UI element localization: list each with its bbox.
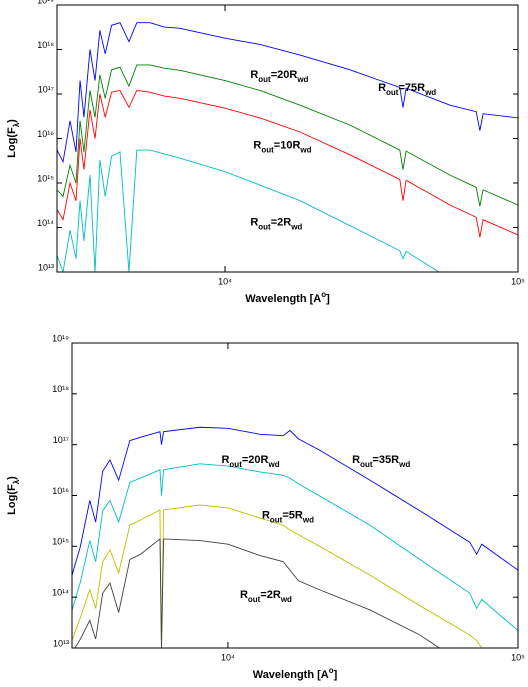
spectrum-line	[72, 426, 518, 576]
y-axis-label-part: Log(F	[6, 484, 18, 515]
y-tick-label: 10¹⁸	[37, 40, 54, 50]
x-axis-label-part: ]	[326, 293, 330, 305]
spectrum-line	[57, 22, 518, 164]
annotation-part: =20R	[242, 454, 269, 466]
y-axis-label: Log(Fλ)	[6, 476, 21, 515]
annotation-part: wd	[267, 460, 279, 469]
annotation-part: =10R	[274, 139, 301, 151]
x-axis-label-part: Wavelength [A	[245, 293, 321, 305]
y-tick-label: 10¹⁸	[52, 384, 69, 394]
y-axis-label-part: λ	[12, 479, 21, 484]
annotation-part: R	[250, 69, 258, 81]
spectrum-line	[57, 64, 518, 207]
plot-frame	[71, 342, 519, 649]
x-axis-label-part: Wavelength [A	[253, 669, 329, 681]
x-axis-label: Wavelength [Ao]	[253, 666, 338, 681]
x-axis-label-part: o	[321, 290, 326, 299]
annotation-part: =5R	[282, 510, 303, 522]
spectrum-line	[72, 504, 483, 648]
annotation-part: R	[240, 589, 248, 601]
x-tick-label: 10⁵	[511, 652, 525, 662]
annotation-part: R	[250, 216, 258, 228]
annotation-part: out	[386, 88, 399, 97]
spectrum-line	[74, 537, 441, 648]
annotation-part: out	[261, 145, 274, 154]
annotation-part: R	[221, 454, 229, 466]
panel: 10¹³ 10¹⁴ 10¹⁵ 10¹⁶ 10¹⁷ 10¹⁸ 10¹⁹ 10⁴ 10⁵ Wavele…	[6, 0, 525, 305]
y-tick-label: 10¹⁹	[37, 0, 54, 5]
annotation-part: out	[229, 460, 242, 469]
annotation: Rout=75Rwd	[378, 82, 436, 97]
annotation-part: wd	[302, 515, 314, 524]
y-axis-label-part: λ	[12, 122, 21, 127]
annotation-part: wd	[296, 74, 308, 83]
panel: 10¹³ 10¹⁴ 10¹⁵ 10¹⁶ 10¹⁷ 10¹⁸ 10¹⁹ 10⁴ 10⁵ Wavele…	[6, 333, 525, 681]
annotation: Rout=2Rwd	[240, 589, 292, 604]
x-tick-label: 10⁴	[221, 652, 235, 662]
y-tick-label: 10¹³	[38, 262, 54, 272]
x-tick-label: 10⁴	[218, 276, 232, 286]
y-tick-label: 10¹⁴	[37, 218, 54, 228]
x-tick-label: 10⁵	[511, 276, 525, 286]
y-tick-label: 10¹⁶	[37, 129, 54, 139]
annotation-part: wd	[398, 460, 410, 469]
y-tick-label: 10¹³	[53, 638, 69, 648]
annotation-part: wd	[280, 595, 292, 604]
annotation: Rout=5Rwd	[262, 510, 314, 525]
annotation: Rout=2Rwd	[250, 216, 302, 231]
annotation-part: =2R	[271, 216, 292, 228]
annotation-part: =35R	[373, 454, 400, 466]
y-tick-label: 10¹⁷	[53, 435, 69, 445]
annotation-part: out	[258, 74, 271, 83]
x-axis-label-part: o	[329, 666, 334, 675]
annotation-part: R	[253, 139, 261, 151]
x-axis-label-part: ]	[334, 669, 338, 681]
annotation: Rout=20Rwd	[250, 69, 308, 84]
y-axis-label-part: Log(F	[6, 127, 18, 158]
annotation: Rout=35Rwd	[352, 454, 410, 469]
spectrum-line	[57, 149, 440, 272]
y-axis-label: Log(Fλ)	[6, 119, 21, 158]
annotation-part: out	[270, 515, 283, 524]
y-axis-label-part: )	[6, 476, 18, 480]
annotation-part: out	[258, 222, 271, 231]
y-tick-label: 10¹⁵	[37, 173, 54, 183]
spectrum-line	[72, 463, 518, 631]
y-tick-label: 10¹⁷	[38, 84, 54, 94]
annotation-part: =2R	[260, 589, 281, 601]
annotation: Rout=20Rwd	[221, 454, 279, 469]
annotation-part: wd	[299, 145, 311, 154]
annotation-part: wd	[290, 222, 302, 231]
annotation: Rout=10Rwd	[253, 139, 311, 154]
annotation-part: out	[360, 460, 373, 469]
y-tick-label: 10¹⁵	[52, 537, 69, 547]
x-axis-label: Wavelength [Ao]	[245, 290, 330, 305]
y-axis-label-part: )	[6, 119, 18, 123]
annotation-part: out	[248, 595, 261, 604]
annotation-part: R	[352, 454, 360, 466]
annotation-part: wd	[424, 88, 436, 97]
annotation-part: R	[378, 82, 386, 94]
y-tick-label: 10¹⁴	[52, 588, 69, 598]
y-tick-label: 10¹⁶	[52, 486, 69, 496]
spectrum-line	[57, 89, 518, 238]
annotation-part: =20R	[271, 69, 298, 81]
annotation-part: =75R	[398, 82, 425, 94]
annotation-part: R	[262, 510, 270, 522]
y-tick-label: 10¹⁹	[52, 333, 69, 343]
